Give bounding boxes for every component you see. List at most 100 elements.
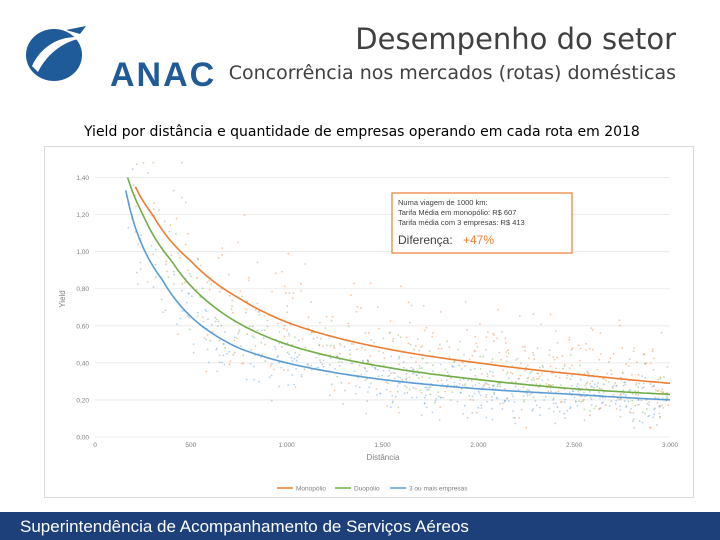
scatter-point [434, 399, 437, 402]
scatter-point [514, 381, 517, 383]
scatter-point [377, 375, 380, 378]
scatter-point [336, 375, 339, 378]
scatter-point [181, 310, 183, 312]
scatter-point [453, 381, 456, 384]
scatter-point [183, 281, 186, 284]
scatter-point [134, 194, 137, 196]
scatter-point [304, 263, 307, 265]
scatter-point [604, 404, 607, 407]
scatter-point [645, 362, 648, 364]
scatter-point [439, 406, 442, 409]
scatter-point [405, 336, 408, 339]
scatter-point [310, 364, 313, 367]
scatter-point [609, 357, 612, 360]
scatter-point [172, 270, 175, 273]
legend-label-duopolio: Duopólio [354, 486, 380, 493]
scatter-point [294, 386, 297, 388]
scatter-point [257, 310, 260, 313]
scatter-point [502, 369, 505, 371]
scatter-point [555, 356, 558, 359]
scatter-point [298, 354, 301, 356]
scatter-point [428, 386, 431, 389]
scatter-point [392, 340, 394, 343]
scatter-point [329, 357, 332, 360]
scatter-point [263, 315, 266, 317]
scatter-point [288, 334, 291, 337]
scatter-point [152, 253, 155, 256]
scatter-point [408, 376, 411, 379]
scatter-point [653, 384, 655, 387]
scatter-point [137, 243, 139, 246]
scatter-point [373, 341, 375, 344]
scatter-point [389, 320, 392, 322]
logo-text: ANAC [110, 56, 217, 94]
scatter-point [415, 374, 418, 376]
legend-label-monopolio: Monopólio [296, 486, 326, 493]
scatter-point [497, 308, 499, 311]
scatter-point [218, 290, 221, 293]
scatter-point [434, 401, 436, 404]
scatter-point [210, 283, 213, 286]
scatter-point [431, 364, 434, 367]
scatter-point [410, 366, 413, 369]
scatter-point [518, 315, 521, 318]
y-axis-title: Yield [58, 290, 67, 308]
scatter-point [451, 365, 454, 368]
scatter-point [371, 365, 374, 368]
scatter-point [256, 302, 259, 305]
chart-caption: Yield por distância e quantidade de empr… [84, 124, 640, 140]
scatter-point [492, 375, 494, 377]
scatter-point [579, 364, 581, 367]
scatter-point [390, 355, 392, 358]
scatter-point [295, 359, 298, 362]
scatter-point [619, 324, 621, 327]
scatter-point [399, 382, 401, 385]
scatter-point [571, 347, 574, 349]
scatter-point [287, 252, 290, 255]
scatter-point [506, 397, 508, 400]
scatter-point [311, 331, 313, 334]
scatter-point [415, 396, 418, 399]
scatter-point [286, 311, 289, 314]
scatter-point [153, 202, 155, 204]
scatter-point [507, 352, 510, 355]
scatter-point [593, 407, 596, 410]
scatter-point [587, 372, 590, 375]
scatter-point [492, 384, 494, 387]
scatter-point [575, 385, 578, 388]
scatter-point [187, 292, 190, 295]
scatter-point [270, 363, 273, 366]
scatter-point [467, 379, 469, 382]
scatter-point [428, 350, 431, 352]
scatter-point [158, 209, 160, 212]
scatter-point [135, 163, 138, 165]
scatter-point [646, 408, 648, 410]
scatter-point [602, 391, 605, 394]
scatter-point [479, 355, 482, 358]
scatter-point [602, 401, 604, 404]
scatter-point [629, 411, 632, 414]
scatter-point [419, 389, 422, 391]
scatter-point [502, 402, 504, 405]
scatter-point [250, 348, 253, 351]
scatter-point [595, 405, 597, 408]
x-axis-title: Distância [367, 453, 400, 462]
scatter-point [394, 372, 396, 374]
scatter-point [325, 344, 328, 347]
scatter-point [370, 339, 373, 342]
scatter-point [173, 273, 176, 276]
scatter-point [243, 214, 246, 217]
scatter-point [635, 382, 638, 384]
scatter-point [637, 399, 639, 401]
scatter-point [649, 362, 652, 365]
scatter-point [533, 358, 536, 361]
scatter-point [283, 324, 286, 327]
scatter-point [397, 382, 400, 384]
scatter-point [637, 399, 640, 401]
scatter-point [135, 205, 137, 208]
scatter-point [365, 370, 368, 373]
footer-bar [0, 512, 720, 540]
scatter-point [658, 415, 661, 418]
scatter-point [479, 368, 482, 370]
scatter-point [540, 323, 542, 326]
